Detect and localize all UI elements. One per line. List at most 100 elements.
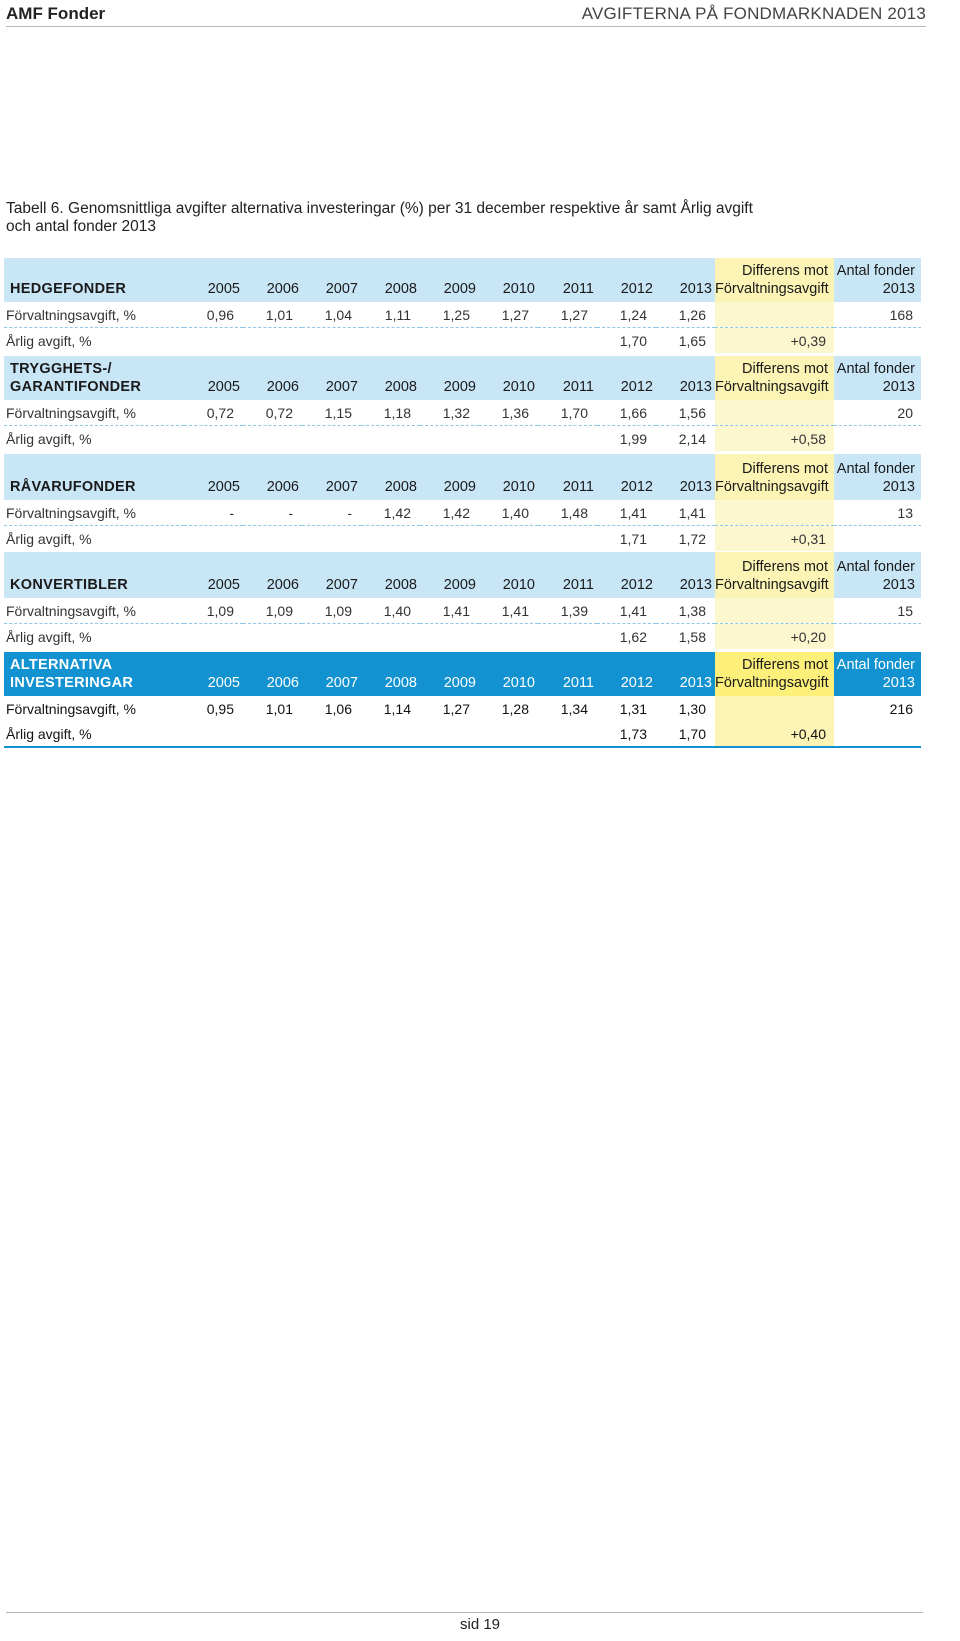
annual-value: [243, 721, 302, 748]
fund-count: 20: [834, 400, 921, 426]
annual-value: [420, 624, 479, 650]
year-header: 2006: [243, 454, 302, 500]
section-title: AVGIFTERNA PÅ FONDMARKNADEN 2013: [581, 4, 926, 23]
row-label: Årlig avgift, %: [4, 721, 184, 748]
table-header-row: KONVERTIBLER 2005 2006 2007 2008 2009 2010 2011…: [4, 552, 921, 598]
group-table: TRYGGHETS-/ GARANTIFONDER 2005 2006 2007 200…: [4, 356, 921, 451]
year-header: 2006: [243, 258, 302, 302]
year-header: 2010: [479, 652, 538, 696]
annual-value: 1,65: [678, 332, 706, 349]
fee-value: 1,28: [501, 700, 529, 717]
year-header: 2013: [656, 258, 715, 302]
year-header: 2008: [361, 552, 420, 598]
fee-value: 1,24: [597, 302, 656, 328]
year-header: 2006: [243, 552, 302, 598]
row-label: Förvaltningsavgift, %: [6, 700, 136, 717]
year-header: 2009: [420, 356, 479, 400]
year-header: 2008: [361, 454, 420, 500]
annual-value: [184, 328, 243, 354]
page-header: AMF Fonder AVGIFTERNA PÅ FONDMARKNADEN 2…: [6, 2, 926, 27]
row-label: Årlig avgift, %: [6, 332, 92, 349]
fee-value: 1,32: [420, 400, 479, 426]
diff-header: Differens mot Förvaltningsavgift: [715, 652, 834, 696]
fee-value: 1,26: [656, 302, 715, 328]
year-header: 2005: [184, 552, 243, 598]
group-title: TRYGGHETS-/ GARANTIFONDER: [4, 356, 184, 400]
row-label: Årlig avgift, %: [6, 530, 92, 547]
annual-value: 1,70: [656, 721, 715, 748]
fee-value: 1,27: [538, 302, 597, 328]
fund-count: 13: [834, 500, 921, 526]
fee-value: 1,11: [361, 302, 420, 328]
diff-value: +0,20: [715, 623, 834, 649]
table-header-row: ALTERNATIVA INVESTERINGAR 2005 2006 2007 200…: [4, 652, 921, 696]
year-header: 2010: [479, 454, 538, 500]
table-row: Förvaltningsavgift, % 0,72 0,72 1,15 1,18 1,3…: [4, 400, 921, 426]
table-row: Årlig avgift, % 1,62 1,58 +0,20: [4, 623, 921, 650]
annual-value: [479, 721, 538, 748]
year-header: 2006: [243, 356, 302, 400]
year-header: 2012: [597, 652, 656, 696]
annual-value: [361, 526, 420, 552]
fee-value: 1,18: [361, 400, 420, 426]
year-header: 2011: [538, 258, 597, 302]
count-header: Antal fonder 2013: [834, 652, 921, 696]
row-label: Förvaltningsavgift, %: [4, 400, 184, 426]
fee-value: 1,41: [656, 500, 715, 526]
table-row: Årlig avgift, % 1,71 1,72 +0,31: [4, 525, 921, 552]
row-label: Förvaltningsavgift, %: [4, 598, 184, 624]
year-header: 2006: [243, 652, 302, 696]
year-header: 2010: [479, 552, 538, 598]
fee-value: 1,15: [302, 400, 361, 426]
year-header: 2005: [184, 454, 243, 500]
row-label: Årlig avgift, %: [6, 430, 92, 447]
count-header: Antal fonder 2013: [834, 356, 921, 400]
fee-value: 1,34: [560, 700, 588, 717]
annual-value: [243, 426, 302, 452]
diff-header: Differens mot Förvaltningsavgift: [715, 356, 834, 400]
fee-value: 0,72: [184, 400, 243, 426]
fee-value: 0,96: [184, 302, 243, 328]
year-header: 2012: [597, 454, 656, 500]
fee-value: 1,42: [420, 500, 479, 526]
diff-cell: [715, 400, 834, 426]
fund-count: 216: [889, 700, 913, 717]
annual-value: [184, 721, 243, 748]
year-header: 2011: [538, 652, 597, 696]
table-header-row: TRYGGHETS-/ GARANTIFONDER 2005 2006 2007 200…: [4, 356, 921, 400]
diff-value: +0,39: [715, 327, 834, 353]
diff-header: Differens mot Förvaltningsavgift: [715, 258, 834, 302]
count-header: Antal fonder 2013: [834, 258, 921, 302]
fee-value: 1,42: [361, 500, 420, 526]
annual-value: [302, 721, 361, 748]
group-title: HEDGEFONDER: [4, 258, 184, 302]
fee-value: 0,72: [243, 400, 302, 426]
annual-value: [243, 624, 302, 650]
diff-header: Differens mot Förvaltningsavgift: [715, 552, 834, 598]
annual-value: 1,58: [678, 628, 706, 645]
brand-name: AMF Fonder: [6, 4, 106, 23]
diff-header: Differens mot Förvaltningsavgift: [715, 454, 834, 500]
annual-value: 1,71: [619, 530, 647, 547]
count-cell: [834, 426, 921, 452]
group-table: HEDGEFONDER 2005 2006 2007 2008 2009 2010 2011 2…: [4, 258, 921, 353]
annual-value: [184, 624, 243, 650]
year-header: 2009: [420, 454, 479, 500]
table-caption: Tabell 6. Genomsnittliga avgifter altern…: [6, 200, 753, 235]
total-table: ALTERNATIVA INVESTERINGAR 2005 2006 2007 200…: [4, 652, 921, 748]
fee-value: 1,36: [479, 400, 538, 426]
year-header: 2008: [361, 258, 420, 302]
annual-value: 1,99: [619, 430, 647, 447]
year-header: 2007: [302, 454, 361, 500]
diff-cell: [715, 302, 834, 328]
fee-value: 1,04: [302, 302, 361, 328]
year-header: 2013: [656, 356, 715, 400]
fee-value: 1,09: [184, 598, 243, 624]
group-title: KONVERTIBLER: [4, 552, 184, 598]
annual-value: [420, 721, 479, 748]
year-header: 2009: [420, 552, 479, 598]
fee-value: 1,41: [479, 598, 538, 624]
group-table: RÅVARUFONDER 2005 2006 2007 2008 2009 2010 2011…: [4, 454, 921, 551]
year-header: 2013: [656, 552, 715, 598]
group-table: KONVERTIBLER 2005 2006 2007 2008 2009 2010 2011…: [4, 552, 921, 649]
